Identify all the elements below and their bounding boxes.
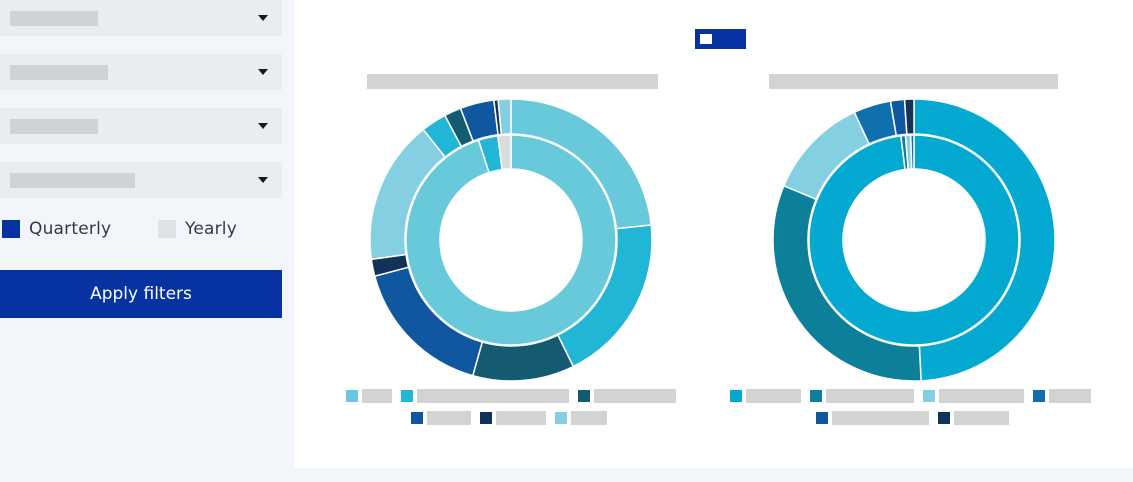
legend-label <box>427 411 471 425</box>
legend-row <box>816 411 1018 425</box>
filter-dropdown-2[interactable] <box>0 54 282 90</box>
caret-down-icon <box>258 177 268 183</box>
dropdown-placeholder <box>10 64 108 80</box>
legend-item[interactable] <box>1033 389 1091 403</box>
period-label: Yearly <box>185 219 237 239</box>
legend-swatch <box>346 390 358 402</box>
legend-label <box>826 389 914 403</box>
caret-down-icon <box>258 123 268 129</box>
filter-dropdown-3[interactable] <box>0 108 282 144</box>
legend-item[interactable] <box>816 411 929 425</box>
chart-title-placeholder <box>769 74 1058 89</box>
view-toggle[interactable] <box>695 29 746 49</box>
legend-swatch <box>480 412 492 424</box>
toggle-knob <box>700 34 712 44</box>
dropdown-placeholder <box>10 10 98 26</box>
legend-row <box>730 389 1100 403</box>
caret-down-icon <box>258 69 268 75</box>
chart-title-placeholder <box>367 74 658 89</box>
legend-label <box>1049 389 1091 403</box>
period-selector: Quarterly Yearly <box>0 219 282 243</box>
legend-swatch <box>938 412 950 424</box>
legend-row <box>346 389 685 403</box>
legend-row <box>411 411 616 425</box>
legend-item[interactable] <box>730 389 801 403</box>
legend-item[interactable] <box>346 389 392 403</box>
legend-swatch <box>810 390 822 402</box>
legend-label <box>417 389 569 403</box>
legend-swatch <box>923 390 935 402</box>
filter-sidebar: Quarterly Yearly Apply filters <box>0 0 282 482</box>
legend-item[interactable] <box>578 389 676 403</box>
legend-swatch <box>555 412 567 424</box>
legend-item[interactable] <box>938 411 1009 425</box>
legend-label <box>496 411 546 425</box>
legend-label <box>362 389 392 403</box>
inner-ring-slice-0[interactable] <box>808 134 1020 346</box>
legend-item[interactable] <box>411 411 471 425</box>
outer-ring-slice-5[interactable] <box>903 98 915 136</box>
legend-swatch <box>1033 390 1045 402</box>
legend-label <box>954 411 1009 425</box>
filter-dropdown-1[interactable] <box>0 0 282 36</box>
legend-swatch <box>401 390 413 402</box>
dropdown-placeholder <box>10 172 135 188</box>
radio-swatch <box>158 220 176 238</box>
caret-down-icon <box>258 15 268 21</box>
period-option-quarterly[interactable]: Quarterly <box>2 219 111 239</box>
dropdown-placeholder <box>10 118 98 134</box>
legend-item[interactable] <box>555 411 607 425</box>
legend-label <box>939 389 1024 403</box>
legend-swatch <box>816 412 828 424</box>
legend-swatch <box>730 390 742 402</box>
legend-label <box>571 411 607 425</box>
inner-ring-slice-0[interactable] <box>405 134 617 346</box>
legend-label <box>746 389 801 403</box>
inner-ring-slice-3[interactable] <box>909 134 915 170</box>
donut-chart-right <box>772 98 1056 382</box>
charts-panel <box>294 0 1133 468</box>
donut-chart-left <box>369 98 653 382</box>
legend-item[interactable] <box>923 389 1024 403</box>
legend-label <box>594 389 676 403</box>
period-label: Quarterly <box>29 219 112 239</box>
legend-swatch <box>578 390 590 402</box>
apply-filters-button[interactable]: Apply filters <box>0 270 282 318</box>
period-option-yearly[interactable]: Yearly <box>158 219 237 239</box>
legend-item[interactable] <box>480 411 546 425</box>
legend-item[interactable] <box>810 389 914 403</box>
filter-dropdown-4[interactable] <box>0 162 282 198</box>
inner-ring-slice-2[interactable] <box>497 134 512 171</box>
legend-item[interactable] <box>401 389 569 403</box>
outer-ring-slice-10[interactable] <box>497 98 512 136</box>
legend-swatch <box>411 412 423 424</box>
radio-swatch <box>2 220 20 238</box>
outer-ring-slice-0[interactable] <box>913 98 1056 382</box>
legend-label <box>832 411 929 425</box>
